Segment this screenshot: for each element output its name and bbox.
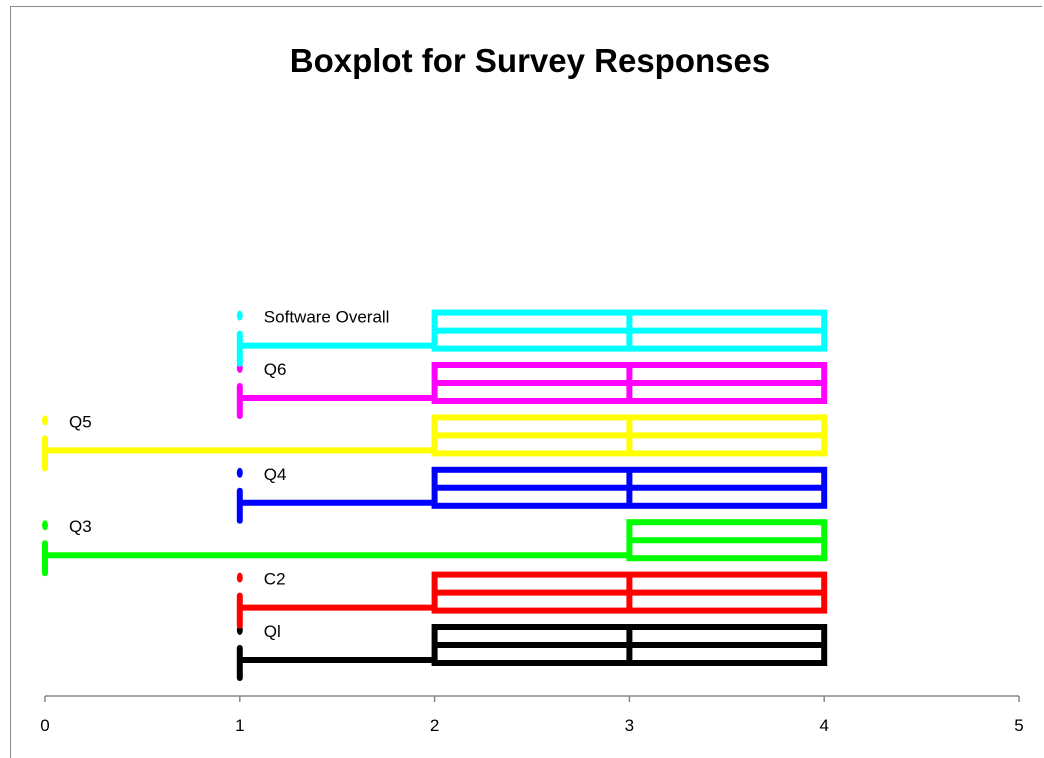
min-marker: [42, 520, 48, 531]
series-q6: Q6: [236, 360, 828, 419]
x-tick-label: 2: [430, 716, 439, 735]
chart-frame: [10, 6, 1042, 758]
series-q4: Q4: [236, 465, 828, 524]
x-tick-label: 5: [1014, 716, 1023, 735]
min-marker: [42, 415, 48, 426]
series-ql: Ql: [236, 622, 828, 681]
series-label: Software Overall: [264, 308, 390, 327]
series-q5: Q5: [42, 412, 828, 472]
series-label: Ql: [264, 622, 281, 641]
series-label: Q4: [264, 465, 287, 484]
series-label: Q6: [264, 360, 287, 379]
chart-title: Boxplot for Survey Responses: [290, 42, 770, 79]
series-q3: Q3: [42, 517, 828, 577]
series-c2: C2: [236, 570, 828, 629]
x-axis: 0 1 2 3 4 5: [40, 695, 1024, 735]
x-tick-label: 3: [625, 716, 634, 735]
x-tick-label: 1: [235, 716, 244, 735]
x-tick-label: 4: [819, 716, 828, 735]
min-marker: [236, 467, 243, 478]
min-marker: [236, 572, 243, 583]
x-tick-label: 0: [40, 716, 49, 735]
boxplot-series: Ql C2 Q3 Q4 Q5 Q6 Software Overall: [42, 308, 828, 681]
min-marker: [236, 310, 243, 321]
series-label: C2: [264, 570, 286, 589]
series-label: Q3: [69, 517, 92, 536]
series-software-overall: Software Overall: [236, 308, 828, 367]
series-label: Q5: [69, 412, 92, 431]
